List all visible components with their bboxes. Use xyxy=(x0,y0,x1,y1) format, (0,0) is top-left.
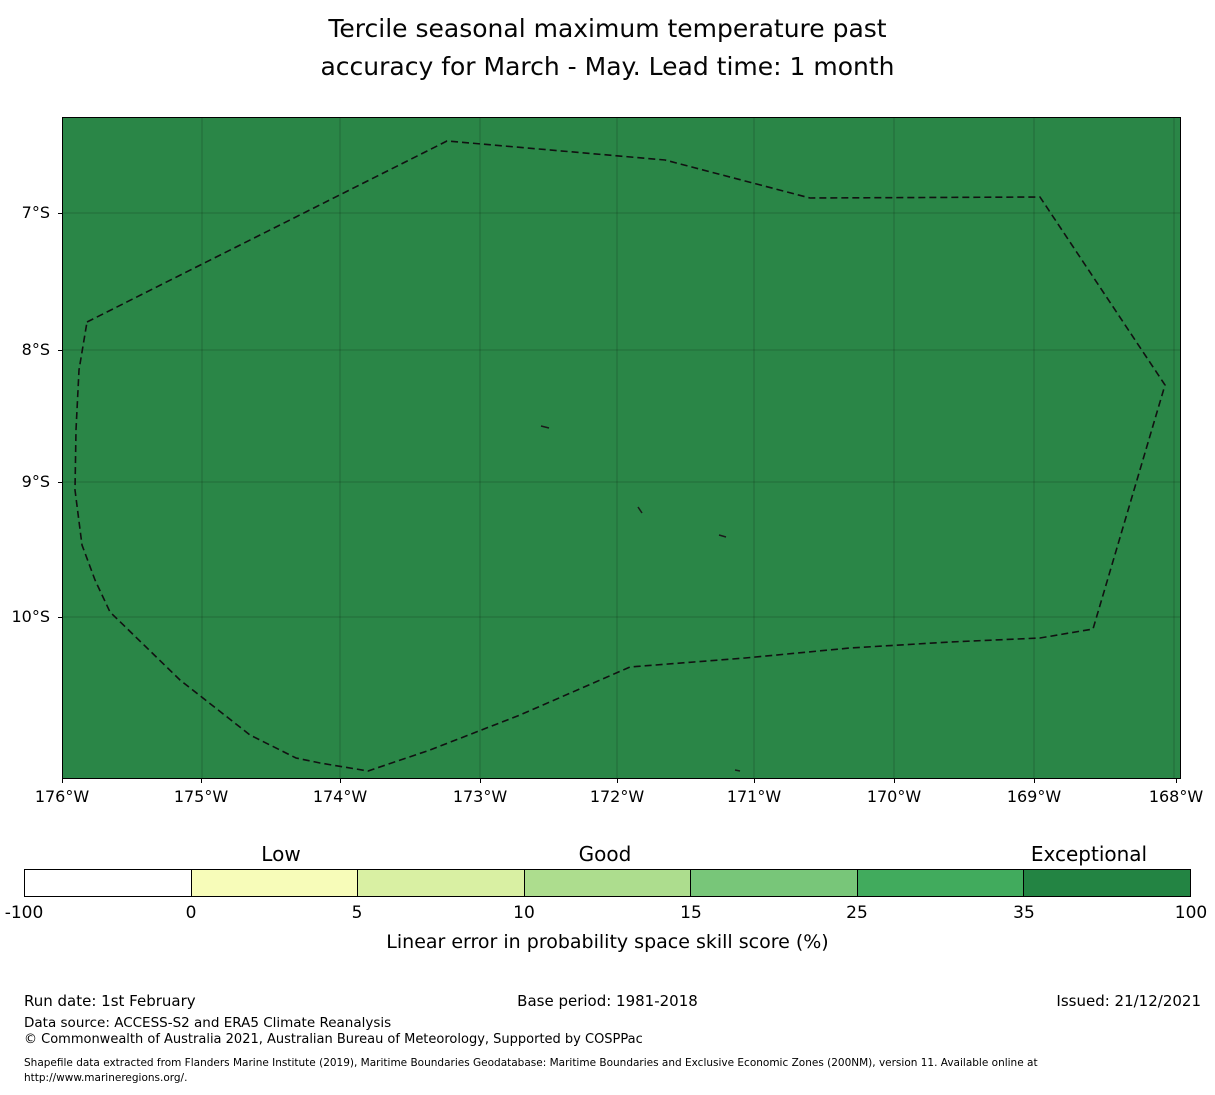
island-marks xyxy=(540,425,741,772)
colorbar-caption: Linear error in probability space skill … xyxy=(386,931,829,953)
eez-boundary-dashed-line xyxy=(74,140,1166,772)
x-axis-label-168w: 168°W xyxy=(1148,787,1204,806)
x-tick-mark xyxy=(1176,779,1177,783)
colorbar xyxy=(24,869,1191,897)
x-tick-mark xyxy=(480,779,481,783)
colorbar-segment-5-10 xyxy=(357,870,524,896)
x-axis-label-170w: 170°W xyxy=(866,787,922,806)
run-date-text: Run date: 1st February xyxy=(24,992,196,1010)
x-tick-mark xyxy=(754,779,755,783)
colorbar-tick-10: 10 xyxy=(513,903,535,923)
y-tick-mark xyxy=(58,350,62,351)
colorbar-label-low: Low xyxy=(261,842,301,866)
x-axis-label-174w: 174°W xyxy=(312,787,368,806)
x-axis-label-171w: 171°W xyxy=(726,787,782,806)
shapefile-attribution-line2: http://www.marineregions.org/. xyxy=(24,1072,188,1084)
y-axis-label-7s: 7°S xyxy=(21,203,50,222)
y-axis-label-8s: 8°S xyxy=(21,340,50,359)
colorbar-tick-35: 35 xyxy=(1013,903,1035,923)
x-tick-mark xyxy=(340,779,341,783)
y-tick-mark xyxy=(58,213,62,214)
x-tick-mark xyxy=(201,779,202,783)
x-axis-label-172w: 172°W xyxy=(589,787,645,806)
colorbar-tick-neg100: -100 xyxy=(4,903,44,923)
x-tick-mark xyxy=(894,779,895,783)
y-tick-mark xyxy=(58,482,62,483)
colorbar-segment-25-35 xyxy=(856,870,1024,896)
x-axis-label-173w: 173°W xyxy=(452,787,508,806)
colorbar-segment-10-15 xyxy=(523,870,691,896)
issued-date-text: Issued: 21/12/2021 xyxy=(1056,992,1201,1010)
plot-border xyxy=(62,117,1181,779)
colorbar-tick-25: 25 xyxy=(846,903,868,923)
colorbar-segment-0-5 xyxy=(190,870,358,896)
colorbar-tick-100: 100 xyxy=(1174,903,1208,923)
shapefile-attribution-line1: Shapefile data extracted from Flanders M… xyxy=(24,1057,1038,1069)
colorbar-tick-5: 5 xyxy=(351,903,363,923)
colorbar-tick-0: 0 xyxy=(185,903,197,923)
x-tick-mark xyxy=(1034,779,1035,783)
title-line-2: accuracy for March - May. Lead time: 1 m… xyxy=(320,52,895,81)
map-plot-area xyxy=(62,117,1181,779)
title-line-1: Tercile seasonal maximum temperature pas… xyxy=(328,14,887,43)
colorbar-segment-35-100 xyxy=(1023,870,1191,896)
x-tick-mark xyxy=(617,779,618,783)
x-axis-label-175w: 175°W xyxy=(173,787,229,806)
colorbar-label-exceptional: Exceptional xyxy=(1030,842,1148,866)
colorbar-label-good: Good xyxy=(578,842,632,866)
map-gridlines xyxy=(62,117,1181,779)
page-title: Tercile seasonal maximum temperature pas… xyxy=(0,10,1215,86)
x-axis-label-169w: 169°W xyxy=(1006,787,1062,806)
x-axis-label-176w: 176°W xyxy=(34,787,90,806)
base-period-text: Base period: 1981-2018 xyxy=(517,992,698,1010)
colorbar-segment-white xyxy=(25,870,191,896)
y-axis-label-10s: 10°S xyxy=(11,607,50,626)
y-tick-mark xyxy=(58,617,62,618)
copyright-text: © Commonwealth of Australia 2021, Austra… xyxy=(24,1032,643,1047)
colorbar-tick-15: 15 xyxy=(680,903,702,923)
y-axis-label-9s: 9°S xyxy=(21,472,50,491)
data-source-text: Data source: ACCESS-S2 and ERA5 Climate … xyxy=(24,1015,392,1031)
x-tick-mark xyxy=(62,779,63,783)
colorbar-segment-15-25 xyxy=(690,870,857,896)
map-fill-region xyxy=(62,117,1181,779)
